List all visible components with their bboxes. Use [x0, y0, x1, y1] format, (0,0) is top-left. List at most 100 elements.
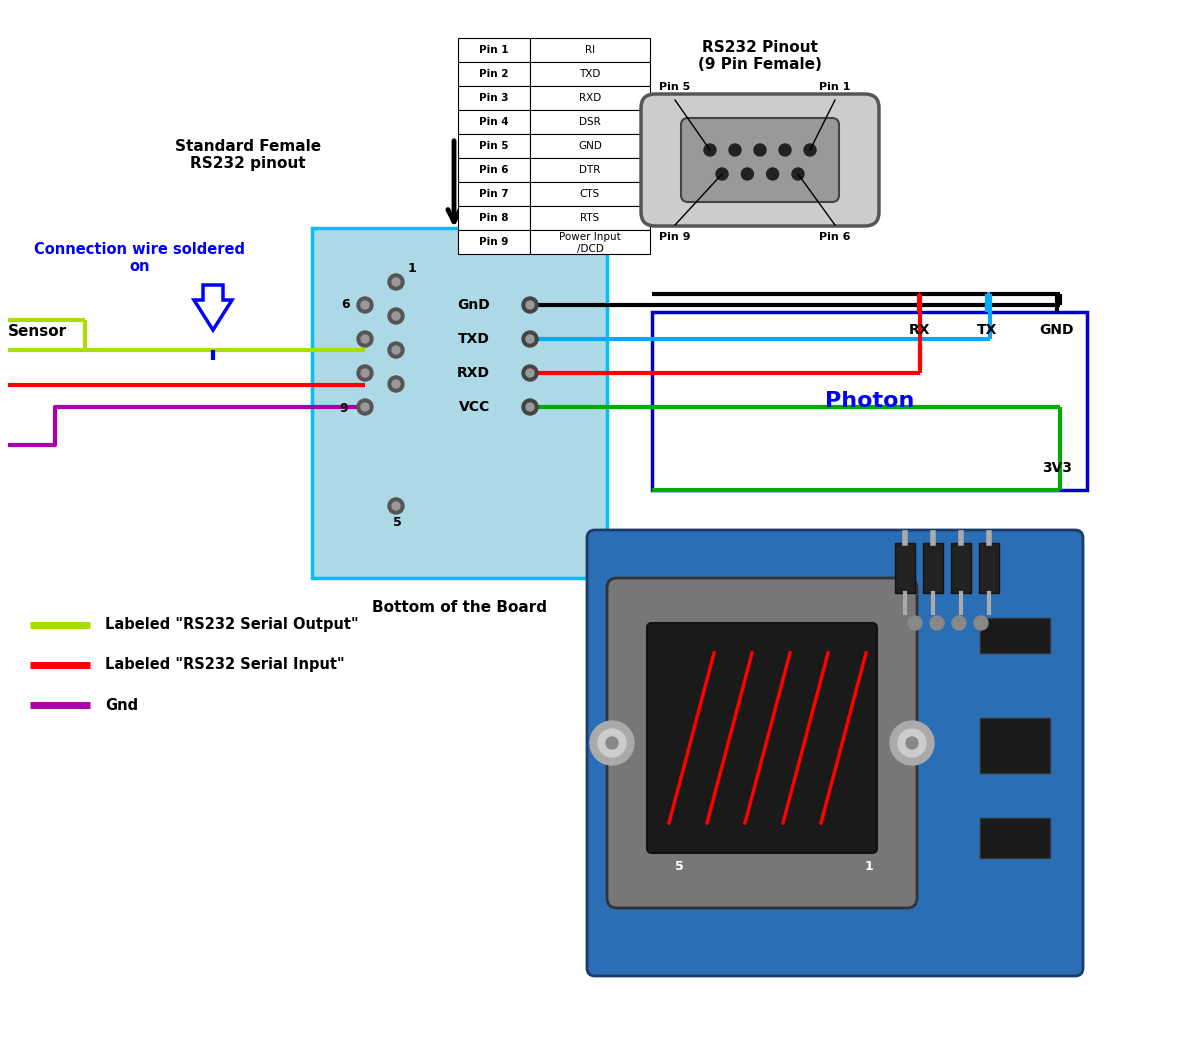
Text: GnD: GnD [457, 298, 490, 312]
Text: Pin 6: Pin 6 [820, 232, 851, 242]
Bar [458, 182, 530, 206]
Text: Pin 4: Pin 4 [479, 117, 509, 127]
Circle shape [526, 335, 534, 343]
Text: 5: 5 [394, 516, 402, 529]
Circle shape [522, 331, 538, 347]
Text: Connection wire soldered
on: Connection wire soldered on [35, 242, 246, 274]
Text: Power Input: Power Input [559, 232, 620, 242]
Bar [458, 230, 530, 254]
Text: DTR: DTR [580, 166, 601, 175]
Circle shape [388, 308, 404, 324]
Circle shape [792, 168, 804, 180]
Text: Labeled "RS232 Serial Input": Labeled "RS232 Serial Input" [106, 658, 344, 673]
Text: 1: 1 [408, 262, 416, 275]
Circle shape [906, 737, 918, 749]
Text: RI: RI [584, 45, 595, 55]
Bar [530, 158, 650, 182]
Circle shape [606, 737, 618, 749]
Circle shape [358, 331, 373, 347]
Bar [652, 312, 1087, 490]
Bar [952, 543, 971, 593]
Circle shape [754, 144, 766, 156]
Circle shape [974, 616, 988, 630]
Bar [895, 543, 916, 593]
FancyBboxPatch shape [641, 94, 878, 226]
FancyBboxPatch shape [682, 118, 839, 202]
Bar [923, 543, 943, 593]
Bar [458, 62, 530, 86]
Text: Pin 8: Pin 8 [479, 213, 509, 223]
Text: RTS: RTS [581, 213, 600, 223]
Bar [980, 618, 1050, 653]
Text: 6: 6 [341, 298, 349, 312]
Bar [458, 38, 530, 62]
Circle shape [730, 144, 742, 156]
Text: /DCD: /DCD [576, 244, 604, 254]
Bar [980, 818, 1050, 858]
Text: CTS: CTS [580, 189, 600, 199]
Bar [530, 86, 650, 110]
Circle shape [388, 342, 404, 358]
Text: Pin 1: Pin 1 [479, 45, 509, 55]
Circle shape [930, 616, 944, 630]
Circle shape [526, 301, 534, 309]
FancyBboxPatch shape [587, 530, 1084, 976]
Bar [530, 62, 650, 86]
Text: 1: 1 [865, 860, 874, 873]
Bar [458, 110, 530, 134]
Text: RXD: RXD [457, 366, 490, 380]
Bar [979, 543, 998, 593]
Text: 5: 5 [674, 860, 684, 873]
Bar [458, 134, 530, 158]
Text: Gnd: Gnd [106, 697, 138, 713]
Text: RX: RX [908, 323, 930, 337]
Bar [530, 134, 650, 158]
Circle shape [742, 168, 754, 180]
Bar [458, 86, 530, 110]
Circle shape [358, 399, 373, 415]
Circle shape [388, 274, 404, 290]
Circle shape [358, 297, 373, 313]
Circle shape [908, 616, 922, 630]
Text: Standard Female
RS232 pinout: Standard Female RS232 pinout [175, 139, 322, 171]
Circle shape [779, 144, 791, 156]
Text: RS232 Pinout
(9 Pin Female): RS232 Pinout (9 Pin Female) [698, 40, 822, 72]
Circle shape [522, 365, 538, 381]
FancyBboxPatch shape [647, 623, 877, 853]
Text: RXD: RXD [578, 93, 601, 103]
Circle shape [392, 278, 400, 286]
Bar [458, 206, 530, 230]
Circle shape [392, 346, 400, 354]
Bar [530, 206, 650, 230]
Circle shape [898, 729, 926, 756]
Circle shape [767, 168, 779, 180]
Bar [530, 38, 650, 62]
Circle shape [392, 502, 400, 510]
Text: TX: TX [977, 323, 997, 337]
Text: Sensor: Sensor [8, 325, 67, 340]
Circle shape [704, 144, 716, 156]
Text: GND: GND [1039, 323, 1074, 337]
Text: Pin 1: Pin 1 [820, 82, 851, 92]
FancyBboxPatch shape [607, 578, 917, 908]
Circle shape [526, 403, 534, 411]
Circle shape [392, 380, 400, 388]
Text: TXD: TXD [458, 332, 490, 346]
Text: 9: 9 [340, 402, 348, 415]
Circle shape [361, 403, 370, 411]
Text: GND: GND [578, 141, 602, 151]
Circle shape [361, 301, 370, 309]
Text: TXD: TXD [580, 69, 601, 79]
Circle shape [522, 297, 538, 313]
Text: Pin 9: Pin 9 [659, 232, 691, 242]
Circle shape [890, 721, 934, 765]
Circle shape [358, 365, 373, 381]
Text: Pin 5: Pin 5 [479, 141, 509, 151]
Circle shape [392, 312, 400, 320]
Text: Pin 6: Pin 6 [479, 166, 509, 175]
Circle shape [590, 721, 634, 765]
Circle shape [522, 399, 538, 415]
Circle shape [952, 616, 966, 630]
Text: Pin 3: Pin 3 [479, 93, 509, 103]
Circle shape [598, 729, 626, 756]
